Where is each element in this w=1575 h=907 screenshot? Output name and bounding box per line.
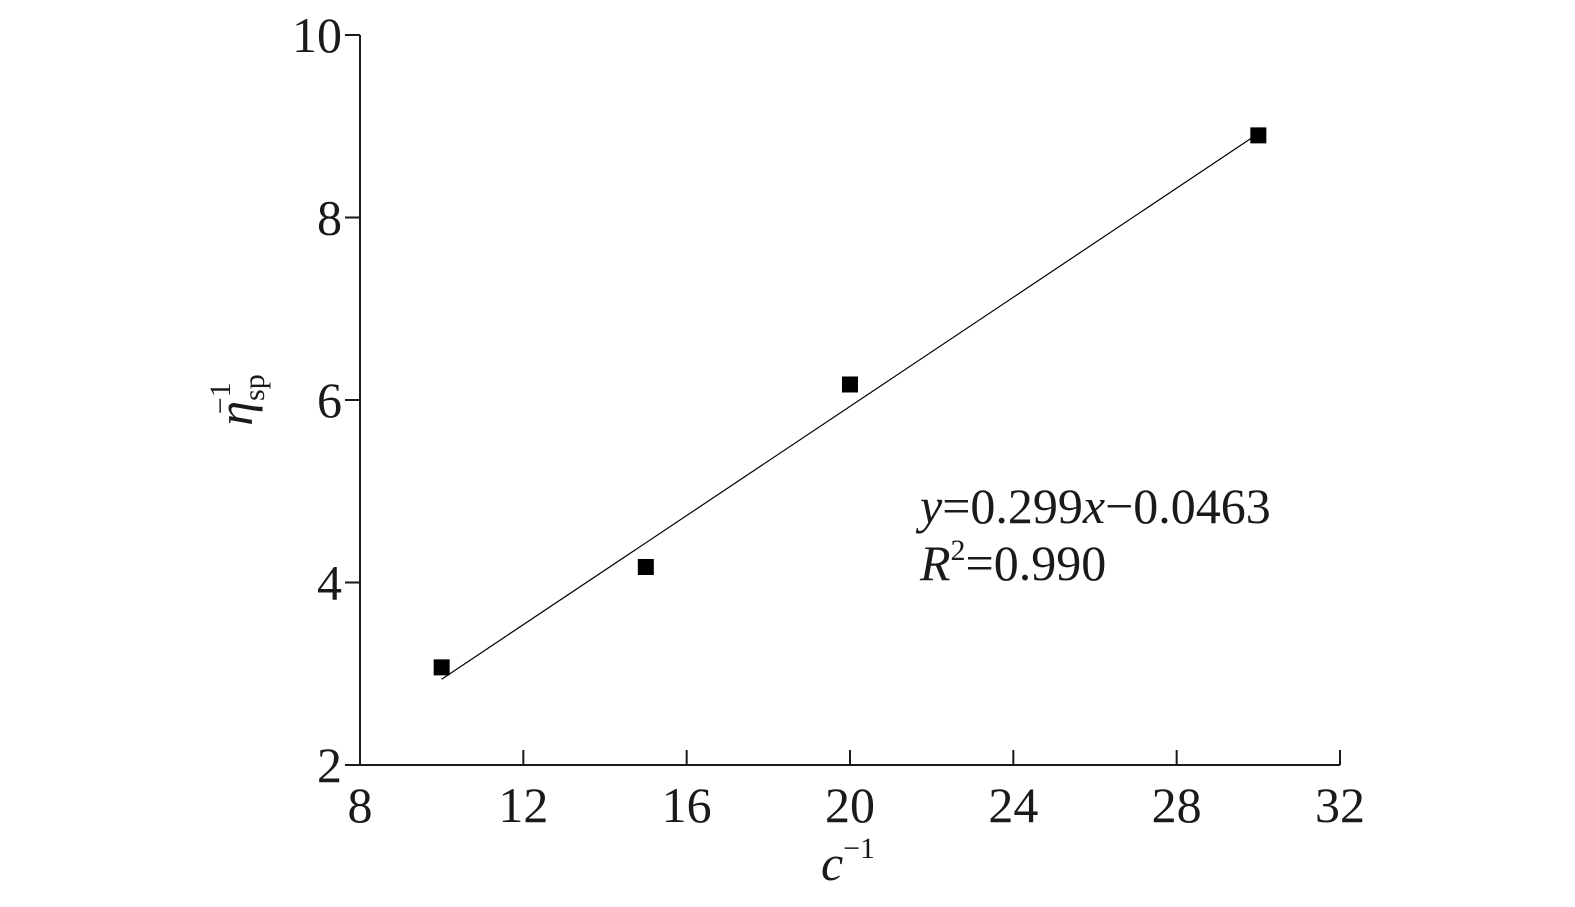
annotation-run: =0.299: [942, 478, 1083, 534]
data-point: [433, 659, 450, 676]
annotation: R2=0.990: [919, 534, 1106, 591]
annotation-run: x: [1082, 478, 1105, 534]
y-tick-label: 8: [317, 190, 342, 246]
y-axis-label: ηsp−1: [204, 374, 271, 426]
y-tick-label: 4: [317, 555, 342, 611]
y-tick-label: 6: [317, 372, 342, 428]
x-tick-label: 32: [1315, 777, 1365, 833]
annotation-run: y: [915, 478, 943, 534]
x-tick-label: 16: [662, 777, 712, 833]
x-axis-label: c−1: [821, 832, 875, 891]
x-tick-label: 28: [1152, 777, 1202, 833]
data-point: [1250, 127, 1267, 144]
data-point: [842, 376, 858, 393]
data-point: [637, 558, 654, 575]
fit-line: [441, 133, 1259, 680]
annotation-run: −0.0463: [1105, 478, 1271, 534]
x-tick-label: 24: [988, 777, 1038, 833]
y-tick-label: 10: [292, 7, 342, 63]
x-tick-label: 12: [498, 777, 548, 833]
label-superscript: −1: [843, 832, 875, 865]
label-subscript: sp: [238, 374, 271, 401]
x-tick-label: 20: [825, 777, 875, 833]
label-superscript: −1: [204, 382, 237, 414]
annotation-run: R: [919, 535, 951, 591]
annotation-run: 2: [951, 534, 966, 567]
label-base: c: [821, 835, 843, 891]
y-tick-label: 2: [317, 737, 342, 793]
annotation-run: =0.990: [966, 535, 1107, 591]
label-base: η: [207, 401, 263, 426]
x-tick-label: 8: [348, 777, 373, 833]
annotation: y=0.299x−0.0463: [915, 478, 1271, 534]
